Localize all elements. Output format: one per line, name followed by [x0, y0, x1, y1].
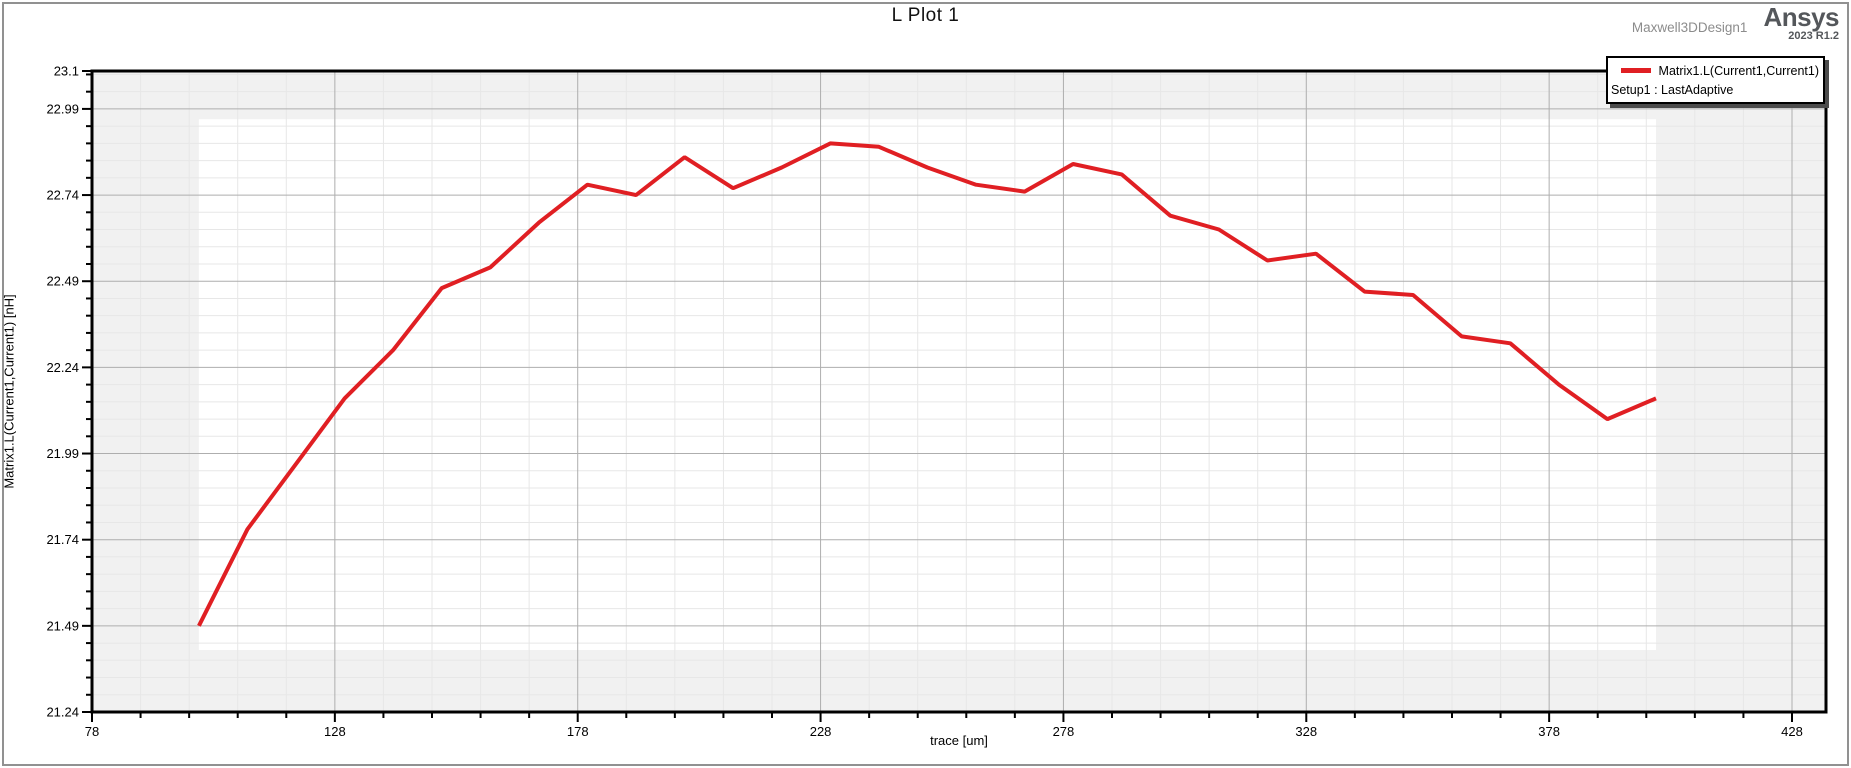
y-tick-label: 22.99 — [46, 101, 79, 116]
design-name: Maxwell3DDesign1 — [1631, 20, 1748, 35]
ansys-logo: Ansys 2023 R1.2 — [1763, 2, 1839, 42]
y-axis-label: Matrix1.L(Current1,Current1) [nH] — [1, 294, 17, 489]
y-tick-label: 21.74 — [46, 532, 79, 547]
x-axis-label: trace [um] — [930, 733, 988, 748]
ansys-version: 2023 R1.2 — [1788, 30, 1839, 42]
plot-border — [90, 69, 1828, 714]
x-tick-label: 428 — [1781, 724, 1803, 739]
legend-series-label: Matrix1.L(Current1,Current1) — [1658, 63, 1819, 78]
x-tick-label: 378 — [1538, 724, 1560, 739]
y-tick-label: 23.1 — [54, 64, 79, 79]
x-tick-label: 128 — [324, 724, 346, 739]
x-tick-label: 78 — [85, 724, 99, 739]
x-tick-label: 328 — [1295, 724, 1317, 739]
gridlines — [92, 71, 1826, 712]
legend-series-row: Matrix1.L(Current1,Current1) — [1611, 60, 1820, 81]
legend-box[interactable]: Matrix1.L(Current1,Current1) Setup1 : La… — [1606, 56, 1825, 104]
branding: Maxwell3DDesign1 Ansys 2023 R1.2 — [1631, 2, 1840, 42]
y-tick-label: 21.99 — [46, 446, 79, 461]
x-tick-label: 228 — [810, 724, 832, 739]
page-title: L Plot 1 — [891, 5, 960, 26]
series-color-swatch — [1621, 68, 1651, 73]
y-tick-label: 22.24 — [46, 360, 79, 375]
legend-setup-label: Setup1 : LastAdaptive — [1611, 83, 1734, 97]
y-tick-label: 22.74 — [46, 188, 79, 203]
y-tick-label: 21.49 — [46, 618, 79, 633]
x-tick-label: 278 — [1053, 724, 1075, 739]
x-tick-label: 178 — [567, 724, 589, 739]
series-line[interactable] — [197, 141, 1657, 627]
y-tick-label: 22.49 — [46, 274, 79, 289]
y-tick-label: 21.24 — [46, 705, 79, 720]
axis-ticks — [82, 70, 1793, 722]
axis-tick-labels: 78 128 178 228 278 328 378 428 23.1 22.99 22.74 22.… — [46, 64, 1802, 740]
ansys-logo-text: Ansys — [1763, 2, 1839, 32]
